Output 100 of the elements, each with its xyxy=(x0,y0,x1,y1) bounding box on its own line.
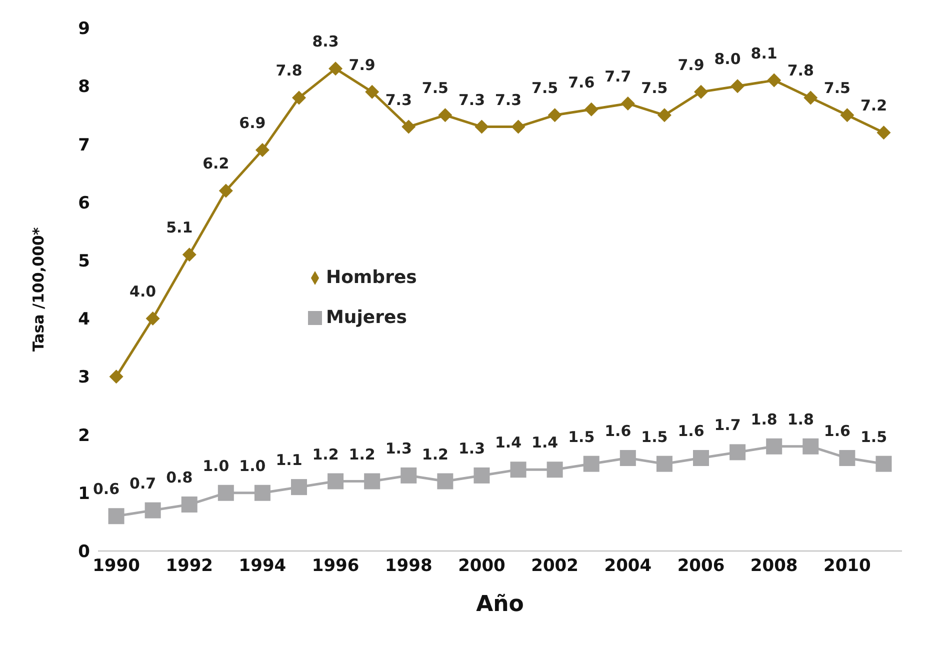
data-label: 1.6 xyxy=(824,422,850,440)
point xyxy=(365,84,380,99)
data-label: 5.1 xyxy=(166,218,193,237)
x-tick-label: 2002 xyxy=(531,556,578,576)
y-axis-title: Tasa /100,000* xyxy=(29,227,48,352)
data-label: 7.7 xyxy=(604,68,632,86)
point xyxy=(657,108,672,122)
data-label: 7.8 xyxy=(276,62,302,80)
point xyxy=(876,456,892,472)
x-tick-label: 1990 xyxy=(92,556,140,576)
point xyxy=(804,90,818,105)
point xyxy=(839,450,856,466)
point xyxy=(694,84,708,99)
data-label: 1.3 xyxy=(385,439,412,458)
point xyxy=(730,79,745,94)
data-label: 1.4 xyxy=(494,434,522,452)
y-tick-label: 9 xyxy=(78,19,90,40)
data-label: 1.6 xyxy=(604,422,632,440)
data-label: 7.6 xyxy=(568,73,595,92)
point xyxy=(146,312,160,326)
point xyxy=(802,438,819,454)
point xyxy=(546,462,563,478)
point xyxy=(181,496,198,513)
point xyxy=(510,462,526,478)
data-label: 1.4 xyxy=(532,434,558,452)
point xyxy=(292,90,306,105)
y-tick-label: 7 xyxy=(78,135,90,156)
data-label: 7.2 xyxy=(860,96,888,115)
data-label: 1.0 xyxy=(202,456,230,475)
data-label: 0.7 xyxy=(130,474,156,492)
point xyxy=(474,467,490,484)
data-label: 8.1 xyxy=(750,44,778,62)
legend-label: Hombres xyxy=(326,267,417,288)
data-label: 0.6 xyxy=(92,480,120,498)
x-tick-label: 1998 xyxy=(384,556,432,576)
point xyxy=(144,502,161,518)
data-label: 6.2 xyxy=(202,154,230,173)
data-label: 1.8 xyxy=(787,410,814,428)
data-label: 7.5 xyxy=(532,79,558,98)
point xyxy=(474,120,489,134)
x-tick-label: 2008 xyxy=(750,556,798,576)
point xyxy=(620,96,635,111)
x-tick-label: 1992 xyxy=(166,556,214,576)
x-tick-label: 1996 xyxy=(312,556,360,576)
data-label: 7.3 xyxy=(494,90,522,109)
y-tick-label: 8 xyxy=(78,77,90,98)
y-tick-label: 4 xyxy=(78,310,90,330)
point xyxy=(584,102,598,116)
data-label: 7.5 xyxy=(422,79,448,98)
data-label: 1.2 xyxy=(312,445,339,464)
data-label: 1.5 xyxy=(568,428,595,446)
point xyxy=(767,73,782,88)
data-label: 7.5 xyxy=(641,79,668,98)
point xyxy=(511,120,526,134)
point xyxy=(548,108,562,122)
y-tick-label: 2 xyxy=(78,426,90,446)
point xyxy=(328,473,344,490)
data-label: 1.5 xyxy=(860,428,888,446)
point xyxy=(693,450,709,466)
point xyxy=(218,184,233,198)
point xyxy=(437,473,454,490)
point xyxy=(730,444,746,460)
x-tick-label: 2010 xyxy=(824,556,872,576)
point xyxy=(291,479,307,496)
data-label: 0.8 xyxy=(166,468,193,487)
data-label: 1.7 xyxy=(714,416,741,434)
point xyxy=(254,484,270,501)
point xyxy=(364,473,380,490)
y-tick-label: 3 xyxy=(78,368,90,388)
x-tick-label: 1994 xyxy=(238,556,286,576)
data-label: 6.9 xyxy=(239,114,266,132)
y-tick-label: 0 xyxy=(78,542,90,562)
point xyxy=(182,248,196,262)
data-label: 1.6 xyxy=(678,422,704,440)
data-label: 1.1 xyxy=(276,451,302,470)
point xyxy=(400,467,417,484)
point xyxy=(840,108,854,122)
x-tick-label: 2004 xyxy=(604,556,652,576)
data-label: 8.3 xyxy=(312,32,339,51)
x-axis-title: Año xyxy=(476,592,524,617)
point xyxy=(876,126,891,140)
data-label: 7.3 xyxy=(458,90,486,109)
data-label: 7.9 xyxy=(348,56,376,74)
point xyxy=(402,120,416,134)
point xyxy=(656,456,672,472)
point xyxy=(255,143,270,158)
point xyxy=(109,370,124,384)
data-label: 8.0 xyxy=(714,50,741,68)
y-tick-label: 1 xyxy=(78,484,90,504)
data-label: 1.2 xyxy=(422,445,448,464)
data-label: 1.5 xyxy=(641,428,668,446)
y-tick-label: 6 xyxy=(78,193,90,214)
data-label: 7.8 xyxy=(787,62,814,80)
data-label: 1.0 xyxy=(239,456,266,475)
data-label: 1.3 xyxy=(458,439,486,458)
point xyxy=(218,484,234,501)
point xyxy=(328,62,343,76)
legend-label: Mujeres xyxy=(326,307,407,328)
data-label: 1.2 xyxy=(348,445,376,464)
x-tick-label: 2006 xyxy=(677,556,725,576)
